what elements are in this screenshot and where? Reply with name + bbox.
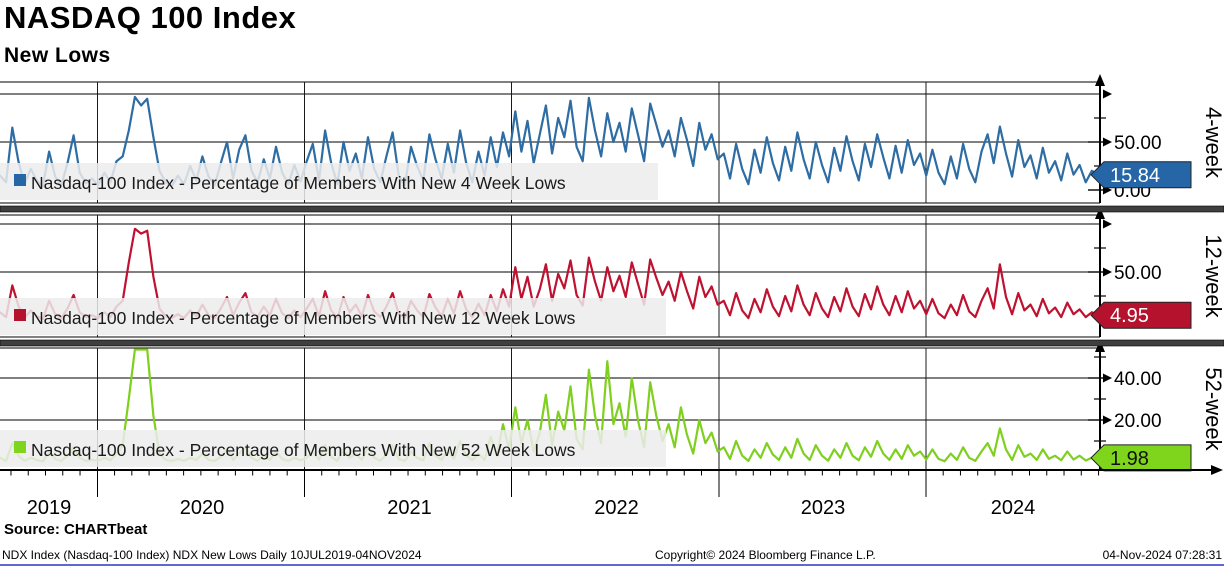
last-value-tag xyxy=(1090,301,1192,329)
last-value-text: 15.84 xyxy=(1110,165,1160,187)
source-label: Source: CHARTbeat xyxy=(4,521,148,538)
tick-arrow xyxy=(1103,267,1112,277)
last-value-text: 1.98 xyxy=(1110,448,1149,470)
panel-name-label: 52-week xyxy=(1201,367,1224,451)
footer-copyright: Copyright© 2024 Bloomberg Finance L.P. xyxy=(655,548,876,562)
year-label: 2024 xyxy=(991,497,1036,519)
legend-swatch xyxy=(14,309,26,321)
tick-arrow xyxy=(1103,219,1112,229)
legend-band xyxy=(0,430,666,467)
legend-swatch xyxy=(14,174,26,186)
last-value-tag xyxy=(1090,161,1192,189)
footer-description: NDX Index (Nasdaq-100 Index) NDX New Low… xyxy=(2,548,422,562)
last-value-tag xyxy=(1090,444,1192,472)
year-label: 2023 xyxy=(801,497,846,519)
tick-arrow xyxy=(1103,89,1112,99)
chart-subtitle: New Lows xyxy=(4,44,111,67)
footer-timestamp: 04-Nov-2024 07:28:31 xyxy=(1102,548,1222,562)
axis-up-arrow xyxy=(1095,207,1105,219)
year-label: 2021 xyxy=(387,497,432,519)
last-value-text: 4.95 xyxy=(1110,305,1149,327)
year-label: 2019 xyxy=(27,497,72,519)
legend-swatch xyxy=(14,441,26,453)
x-axis-arrow xyxy=(1211,465,1223,475)
tick-arrow xyxy=(1103,373,1112,383)
panel-name-label: 12-week xyxy=(1201,234,1224,318)
legend-band xyxy=(0,298,666,335)
year-label: 2020 xyxy=(180,497,225,519)
panel-name-label: 4-week xyxy=(1201,107,1224,179)
bottom-accent-line xyxy=(0,564,1224,566)
y-tick-label: 50.00 xyxy=(1114,263,1162,284)
y-tick-label: 20.00 xyxy=(1114,411,1162,432)
tick-arrow xyxy=(1103,415,1112,425)
axis-up-arrow xyxy=(1095,74,1105,86)
panel-separator xyxy=(0,205,1224,213)
legend-label: Nasdaq-100 Index - Percentage of Members… xyxy=(31,308,576,328)
legend-label: Nasdaq-100 Index - Percentage of Members… xyxy=(31,173,566,193)
tick-arrow xyxy=(1103,137,1112,147)
legend-band xyxy=(0,163,658,200)
chart-title: NASDAQ 100 Index xyxy=(4,0,297,35)
y-tick-label: 50.00 xyxy=(1114,133,1162,154)
footer-bar: NDX Index (Nasdaq-100 Index) NDX New Low… xyxy=(0,548,1224,563)
panel-separator xyxy=(0,339,1224,347)
y-tick-label: 40.00 xyxy=(1114,369,1162,390)
legend-label: Nasdaq-100 Index - Percentage of Members… xyxy=(31,440,576,460)
year-label: 2022 xyxy=(594,497,639,519)
